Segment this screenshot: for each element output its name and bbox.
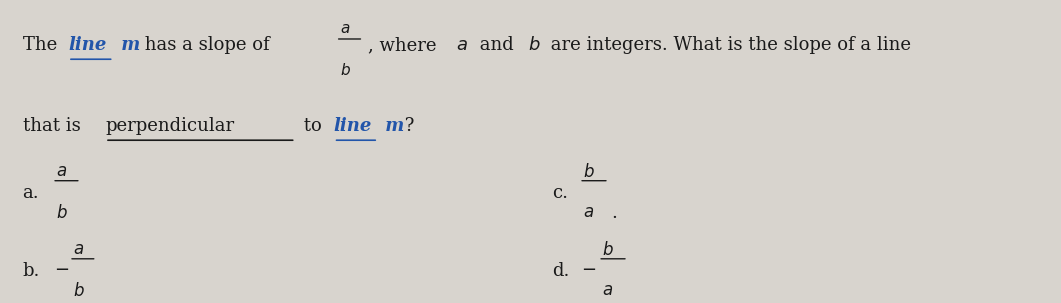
Text: has a slope of: has a slope of — [139, 36, 276, 54]
Text: are integers. What is the slope of a line: are integers. What is the slope of a lin… — [545, 36, 911, 54]
Text: $a$: $a$ — [56, 163, 68, 180]
Text: m: m — [115, 36, 140, 54]
Text: $b$: $b$ — [340, 62, 351, 78]
Text: b.: b. — [22, 262, 40, 280]
Text: a.: a. — [22, 184, 39, 201]
Text: .: . — [611, 204, 616, 222]
Text: $b$: $b$ — [56, 204, 68, 222]
Text: $a$: $a$ — [603, 282, 613, 299]
Text: to: to — [298, 117, 327, 135]
Text: perpendicular: perpendicular — [105, 117, 234, 135]
Text: c.: c. — [552, 184, 568, 201]
Text: $b$: $b$ — [528, 36, 541, 54]
Text: d.: d. — [552, 262, 569, 280]
Text: that is: that is — [22, 117, 86, 135]
Text: line: line — [333, 117, 372, 135]
Text: $a$: $a$ — [340, 22, 350, 36]
Text: $a$: $a$ — [73, 241, 85, 258]
Text: The: The — [22, 36, 63, 54]
Text: ?: ? — [399, 117, 415, 135]
Text: m: m — [379, 117, 404, 135]
Text: , where: , where — [367, 36, 441, 54]
Text: $a$: $a$ — [584, 204, 594, 221]
Text: and: and — [474, 36, 520, 54]
Text: $b$: $b$ — [73, 282, 85, 300]
Text: $a$: $a$ — [456, 36, 468, 54]
Text: $b$: $b$ — [603, 241, 614, 259]
Text: $-$: $-$ — [54, 259, 69, 277]
Text: $b$: $b$ — [584, 163, 595, 181]
Text: line: line — [68, 36, 106, 54]
Text: $-$: $-$ — [581, 259, 596, 277]
